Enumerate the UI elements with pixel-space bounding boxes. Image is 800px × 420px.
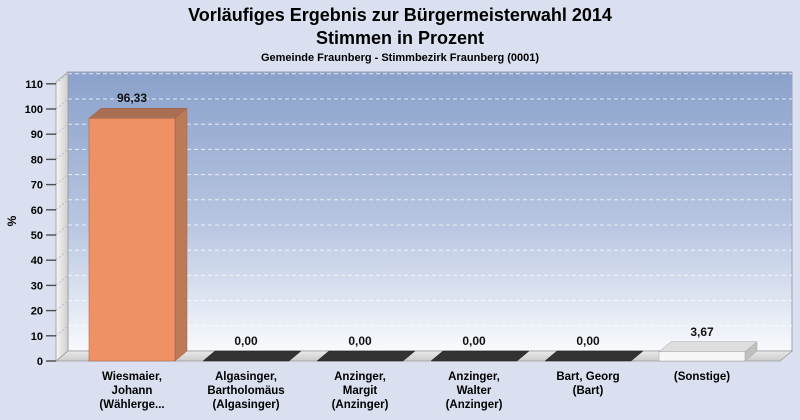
wall-tick bbox=[55, 73, 69, 85]
bar-value-label: 96,33 bbox=[117, 91, 147, 105]
y-tick-label: 80 bbox=[31, 154, 43, 166]
plot-left-wall bbox=[55, 71, 69, 362]
category-label: Algasinger, Bartholomäus (Algasinger) bbox=[207, 371, 284, 411]
bar-front-face bbox=[658, 351, 746, 362]
y-tick-label: 10 bbox=[31, 331, 43, 343]
category-label-line: Walter bbox=[457, 385, 492, 397]
bar-value-label: 0,00 bbox=[462, 334, 486, 348]
y-tick-label: 0 bbox=[37, 356, 43, 368]
y-tick-label: 20 bbox=[31, 306, 43, 318]
category-label-line: Bart, Georg bbox=[556, 371, 619, 383]
y-axis: 0 10 20 30 40 50 60 70 80 90 100 110 bbox=[25, 79, 56, 368]
y-tick-label: 70 bbox=[31, 180, 43, 192]
value-labels: 96,33 0,00 0,00 0,00 0,00 3,67 bbox=[117, 91, 714, 348]
bar-5 bbox=[658, 341, 758, 362]
chart-title-line1: Vorläufiges Ergebnis zur Bürgermeisterwa… bbox=[188, 5, 612, 25]
category-label-line: (Anzinger) bbox=[446, 399, 503, 411]
wall-tick bbox=[55, 98, 69, 110]
category-label-line: Margit bbox=[343, 385, 378, 397]
wall-tick bbox=[55, 224, 69, 236]
bar-1 bbox=[202, 350, 302, 362]
category-label-line: Wiesmaier, bbox=[102, 371, 162, 383]
bar-4 bbox=[544, 350, 644, 362]
category-label-line: (Bart) bbox=[573, 385, 604, 397]
wall-tick bbox=[55, 199, 69, 211]
bars bbox=[88, 107, 758, 362]
bar-top-face-flat bbox=[544, 350, 644, 362]
category-label-line: Bartholomäus bbox=[207, 385, 284, 397]
wall-tick bbox=[55, 123, 69, 135]
bar-side-face bbox=[174, 107, 188, 362]
wall-tick bbox=[55, 300, 69, 311]
wall-tick bbox=[55, 174, 69, 185]
category-label: (Sonstige) bbox=[674, 371, 730, 383]
category-label-line: (Algasinger) bbox=[212, 399, 279, 411]
bar-top-face-flat bbox=[202, 350, 302, 362]
category-label: Anzinger, Walter (Anzinger) bbox=[446, 371, 503, 411]
plot-back-panel bbox=[67, 71, 793, 352]
category-label-line: Johann bbox=[112, 385, 153, 397]
bar-top-face-flat bbox=[430, 350, 530, 362]
bar-top-face bbox=[658, 341, 758, 353]
category-label-line: Anzinger, bbox=[334, 371, 386, 383]
bar-value-label: 3,67 bbox=[690, 325, 714, 339]
chart-title-line2: Stimmen in Prozent bbox=[315, 28, 485, 48]
wall-tick bbox=[55, 249, 69, 261]
y-tick-label: 90 bbox=[31, 129, 43, 141]
category-label: Bart, Georg (Bart) bbox=[556, 371, 619, 397]
bar-2 bbox=[316, 350, 416, 362]
y-tick-label: 60 bbox=[31, 205, 43, 217]
category-labels: Wiesmaier, Johann (Wählerge... Algasinger, B… bbox=[99, 371, 730, 411]
bar-value-label: 0,00 bbox=[234, 334, 258, 348]
category-label-line: Anzinger, bbox=[448, 371, 500, 383]
wall-tick bbox=[55, 275, 69, 286]
bar-0 bbox=[88, 107, 188, 362]
wall-tick bbox=[55, 149, 69, 160]
gridlines bbox=[68, 73, 792, 327]
category-label-line: (Anzinger) bbox=[332, 399, 389, 411]
category-label-line: Algasinger, bbox=[215, 371, 277, 383]
wall-tick bbox=[55, 325, 69, 337]
bar-value-label: 0,00 bbox=[348, 334, 372, 348]
bar-top-face-flat bbox=[316, 350, 416, 362]
category-label-line: (Sonstige) bbox=[674, 371, 730, 383]
bar-3 bbox=[430, 350, 530, 362]
bar-front-face bbox=[88, 117, 176, 362]
bar-top-face bbox=[88, 107, 188, 119]
y-tick-label: 50 bbox=[31, 230, 43, 242]
y-axis-title: % bbox=[5, 215, 19, 226]
category-label-line: (Wählerge... bbox=[99, 399, 164, 411]
category-label: Wiesmaier, Johann (Wählerge... bbox=[99, 371, 164, 411]
y-tick-label: 110 bbox=[25, 79, 43, 91]
y-tick-label: 30 bbox=[31, 280, 43, 292]
y-tick-label: 100 bbox=[25, 104, 43, 116]
y-tick-label: 40 bbox=[31, 255, 43, 267]
chart-subtitle: Gemeinde Fraunberg - Stimmbezirk Fraunbe… bbox=[260, 52, 540, 64]
bar-value-label: 0,00 bbox=[576, 334, 600, 348]
category-label: Anzinger, Margit (Anzinger) bbox=[332, 371, 389, 411]
